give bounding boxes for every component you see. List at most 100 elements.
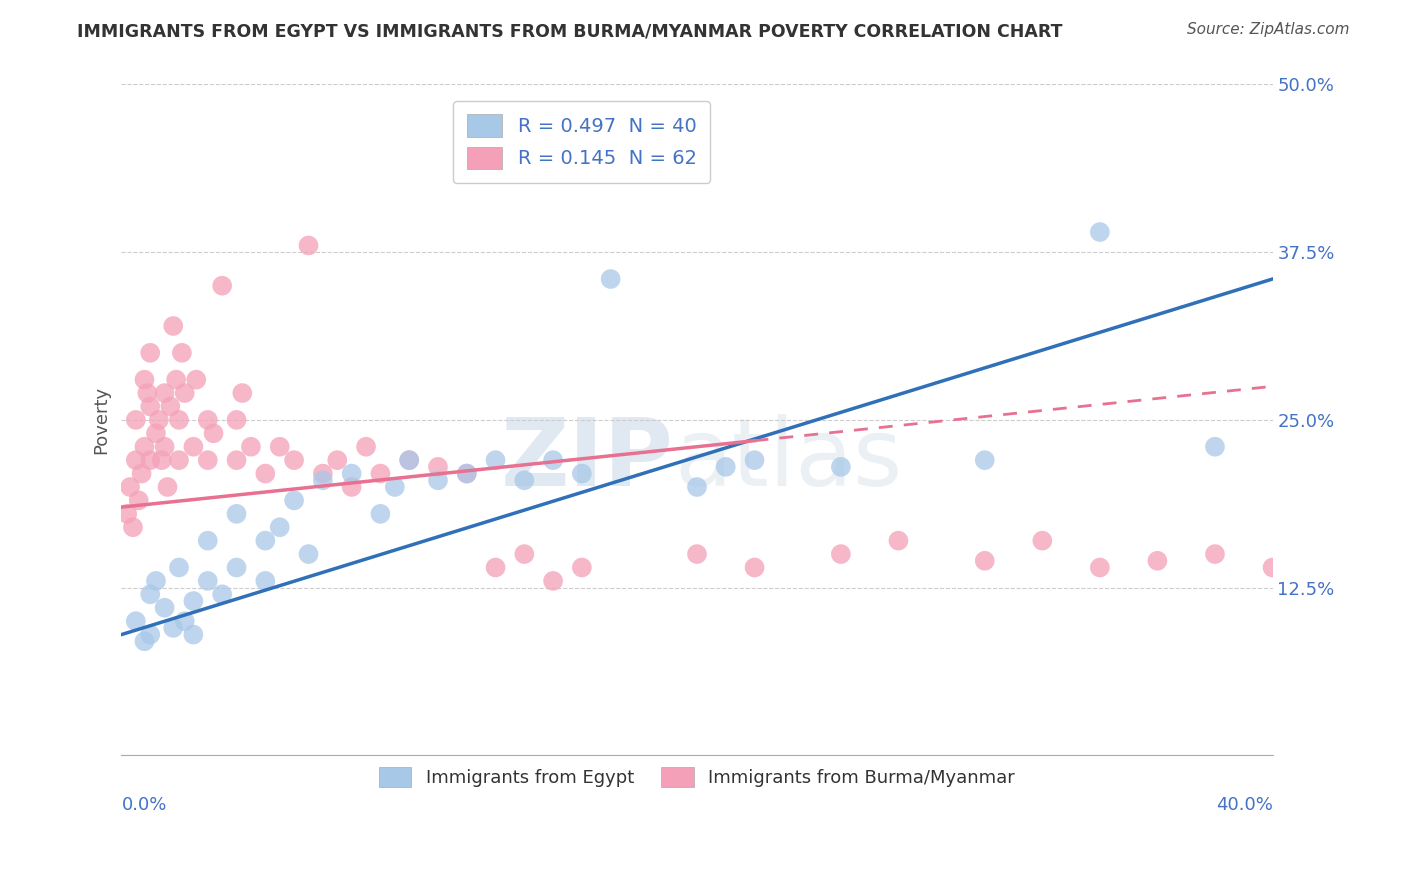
Point — [283, 493, 305, 508]
Point — [139, 587, 162, 601]
Point — [744, 453, 766, 467]
Point — [541, 574, 564, 588]
Point — [165, 373, 187, 387]
Point — [134, 634, 156, 648]
Point — [162, 318, 184, 333]
Legend: Immigrants from Egypt, Immigrants from Burma/Myanmar: Immigrants from Egypt, Immigrants from B… — [367, 754, 1028, 800]
Point — [145, 426, 167, 441]
Point — [183, 594, 205, 608]
Text: 40.0%: 40.0% — [1216, 796, 1272, 814]
Point — [254, 467, 277, 481]
Point — [370, 507, 392, 521]
Point — [427, 473, 450, 487]
Point — [973, 554, 995, 568]
Point — [1031, 533, 1053, 548]
Point — [225, 507, 247, 521]
Point — [887, 533, 910, 548]
Point — [225, 560, 247, 574]
Point — [170, 346, 193, 360]
Point — [312, 467, 335, 481]
Point — [297, 547, 319, 561]
Point — [148, 413, 170, 427]
Point — [297, 238, 319, 252]
Text: Source: ZipAtlas.com: Source: ZipAtlas.com — [1187, 22, 1350, 37]
Point — [120, 480, 142, 494]
Point — [312, 473, 335, 487]
Point — [125, 614, 148, 628]
Point — [541, 453, 564, 467]
Point — [456, 467, 478, 481]
Point — [686, 480, 709, 494]
Point — [398, 453, 420, 467]
Point — [167, 413, 190, 427]
Point — [513, 473, 536, 487]
Point — [197, 413, 219, 427]
Text: 0.0%: 0.0% — [121, 796, 167, 814]
Point — [153, 386, 176, 401]
Point — [134, 373, 156, 387]
Point — [225, 413, 247, 427]
Point — [197, 453, 219, 467]
Point — [239, 440, 262, 454]
Point — [1088, 560, 1111, 574]
Point — [513, 547, 536, 561]
Text: atlas: atlas — [673, 414, 903, 506]
Text: ZIP: ZIP — [501, 414, 673, 506]
Point — [162, 621, 184, 635]
Point — [153, 440, 176, 454]
Point — [269, 440, 291, 454]
Point — [370, 467, 392, 481]
Point — [131, 467, 153, 481]
Point — [456, 467, 478, 481]
Point — [125, 413, 148, 427]
Point — [173, 614, 195, 628]
Point — [125, 453, 148, 467]
Point — [231, 386, 253, 401]
Text: IMMIGRANTS FROM EGYPT VS IMMIGRANTS FROM BURMA/MYANMAR POVERTY CORRELATION CHART: IMMIGRANTS FROM EGYPT VS IMMIGRANTS FROM… — [77, 22, 1063, 40]
Point — [1088, 225, 1111, 239]
Point — [197, 574, 219, 588]
Point — [186, 373, 208, 387]
Point — [484, 560, 506, 574]
Point — [183, 440, 205, 454]
Point — [136, 386, 159, 401]
Point — [122, 520, 145, 534]
Point — [427, 459, 450, 474]
Point — [128, 493, 150, 508]
Point — [197, 533, 219, 548]
Point — [1261, 560, 1284, 574]
Point — [183, 627, 205, 641]
Point — [139, 627, 162, 641]
Point — [599, 272, 621, 286]
Point — [398, 453, 420, 467]
Point — [973, 453, 995, 467]
Point — [714, 459, 737, 474]
Point — [211, 278, 233, 293]
Point — [484, 453, 506, 467]
Point — [211, 587, 233, 601]
Point — [159, 400, 181, 414]
Point — [830, 547, 852, 561]
Point — [139, 400, 162, 414]
Point — [571, 467, 593, 481]
Point — [254, 574, 277, 588]
Point — [744, 560, 766, 574]
Point — [1146, 554, 1168, 568]
Point — [283, 453, 305, 467]
Point — [326, 453, 349, 467]
Point — [1204, 547, 1226, 561]
Point — [139, 346, 162, 360]
Point — [384, 480, 406, 494]
Point — [571, 560, 593, 574]
Point — [354, 440, 377, 454]
Point — [173, 386, 195, 401]
Point — [1204, 440, 1226, 454]
Point — [115, 507, 138, 521]
Point — [139, 453, 162, 467]
Point — [156, 480, 179, 494]
Point — [254, 533, 277, 548]
Point — [225, 453, 247, 467]
Point — [167, 453, 190, 467]
Point — [167, 560, 190, 574]
Point — [686, 547, 709, 561]
